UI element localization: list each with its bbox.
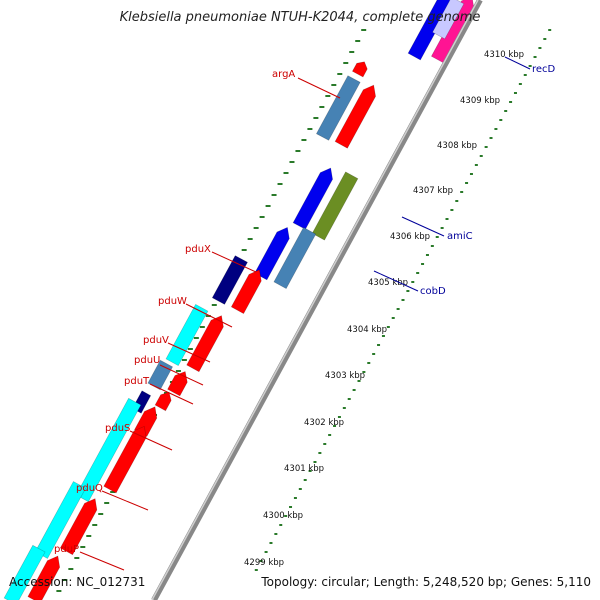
gene-label-pduU: pduU (134, 355, 160, 366)
gene-feature (167, 371, 188, 397)
label-leader-line (504, 56, 531, 70)
gene-label-pduX: pduX (185, 244, 211, 255)
label-leader-line (149, 383, 194, 405)
axis-tick-label: 4309 kbp (460, 96, 500, 106)
gene-label-pduS: pduS (105, 423, 130, 434)
genome-backbone (151, 0, 483, 600)
label-leader-line (159, 364, 204, 386)
topology-text: Topology: circular; Length: 5,248,520 bp… (261, 575, 591, 589)
gene-feature (230, 269, 262, 315)
label-leader-line (297, 77, 341, 99)
label-leader-line (167, 342, 211, 363)
gene-feature (432, 0, 465, 40)
axis-tick-label: 4299 kbp (244, 558, 284, 568)
axis-tick-label: 4304 kbp (347, 325, 387, 335)
gene-label-recD: recD (532, 64, 556, 75)
gene-feature (334, 84, 376, 149)
label-leader-line (79, 551, 125, 571)
axis-tick-label: 4307 kbp (413, 186, 453, 196)
label-leader-line (129, 430, 173, 451)
axis-tick-label: 4303 kbp (325, 371, 365, 381)
gene-feature-pduW (165, 303, 209, 367)
gene-feature (103, 425, 147, 494)
gene-feature-pduQ (34, 481, 87, 559)
gene-feature (351, 61, 368, 78)
genome-backbone-highlight (151, 0, 479, 600)
axis-tick-label: 4310 kbp (484, 50, 524, 60)
inner-tick-track (56, 29, 367, 592)
axis-tick-label: 4302 kbp (304, 418, 344, 428)
gene-label-pduP: pduP (54, 544, 79, 555)
accession-text: Accession: NC_012731 (9, 575, 146, 589)
label-leader-line (401, 216, 445, 237)
gene-feature-argA (315, 75, 361, 141)
axis-tick-label: 4305 kbp (368, 278, 408, 288)
label-leader-line (185, 303, 233, 328)
gene-feature-pduP (3, 544, 46, 600)
outer-tick-track (254, 29, 552, 571)
gene-features (3, 0, 475, 600)
axis-tick-label: 4308 kbp (437, 141, 477, 151)
gene-label-pduT: pduT (124, 376, 150, 387)
axis-tick-label: 4300 kbp (263, 511, 303, 521)
map-title: Klebsiella pneumoniae NTUH-K2044, comple… (119, 10, 481, 25)
gene-feature-cobD (273, 226, 317, 290)
gene-label-pduW: pduW (158, 296, 187, 307)
label-leader-line (211, 251, 257, 273)
gene-feature (59, 498, 98, 556)
gene-feature-pduX (211, 255, 248, 305)
label-leader-line (373, 270, 419, 292)
gene-labels: argA pduX pduW pduV pduU pduT pduS pduQ pduP recD… (54, 56, 556, 571)
axis-tick-label: 4306 kbp (390, 232, 430, 242)
gene-feature (292, 167, 333, 230)
gene-feature (154, 391, 172, 412)
gene-feature (186, 315, 224, 373)
gene-feature (254, 226, 290, 281)
axis-tick-labels: 4299 kbp 4300 kbp 4301 kbp 4302 kbp 4303 kbp… (244, 50, 524, 568)
gene-label-argA: argA (272, 69, 295, 80)
label-leader-line (101, 490, 149, 511)
gene-feature-amiC (311, 171, 359, 241)
gene-label-pduV: pduV (143, 335, 169, 346)
axis-tick-label: 4301 kbp (284, 464, 324, 474)
gene-label-pduQ: pduQ (76, 483, 103, 494)
gene-label-cobD: cobD (420, 286, 446, 297)
gene-label-amiC: amiC (447, 231, 473, 242)
